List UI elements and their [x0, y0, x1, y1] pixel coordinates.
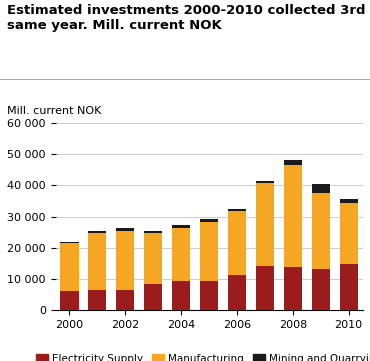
Text: Mill. current NOK: Mill. current NOK	[7, 105, 102, 116]
Bar	[116, 290, 134, 310]
Bar	[200, 219, 218, 222]
Bar	[88, 233, 107, 290]
Text: Estimated investments 2000-2010 collected 3rd quarter
same year. Mill. current N: Estimated investments 2000-2010 collecte…	[7, 4, 370, 32]
Legend: Electricity Supply, Manufacturing, Mining and Quarrying: Electricity Supply, Manufacturing, Minin…	[31, 349, 370, 361]
Bar	[172, 228, 190, 281]
Bar	[284, 267, 302, 310]
Bar	[60, 243, 78, 291]
Bar	[312, 184, 330, 192]
Bar	[172, 225, 190, 228]
Bar	[312, 192, 330, 269]
Bar	[228, 211, 246, 275]
Bar	[60, 242, 78, 243]
Bar	[312, 269, 330, 310]
Bar	[200, 281, 218, 310]
Bar	[228, 209, 246, 211]
Bar	[340, 264, 358, 310]
Bar	[340, 199, 358, 203]
Bar	[144, 231, 162, 233]
Bar	[284, 165, 302, 267]
Bar	[200, 222, 218, 281]
Bar	[172, 281, 190, 310]
Bar	[116, 229, 134, 231]
Bar	[284, 160, 302, 165]
Bar	[88, 231, 107, 233]
Bar	[256, 266, 274, 310]
Bar	[256, 183, 274, 266]
Bar	[144, 233, 162, 284]
Bar	[88, 290, 107, 310]
Bar	[116, 231, 134, 290]
Bar	[60, 291, 78, 310]
Bar	[340, 203, 358, 264]
Bar	[228, 275, 246, 310]
Bar	[256, 181, 274, 183]
Bar	[144, 284, 162, 310]
